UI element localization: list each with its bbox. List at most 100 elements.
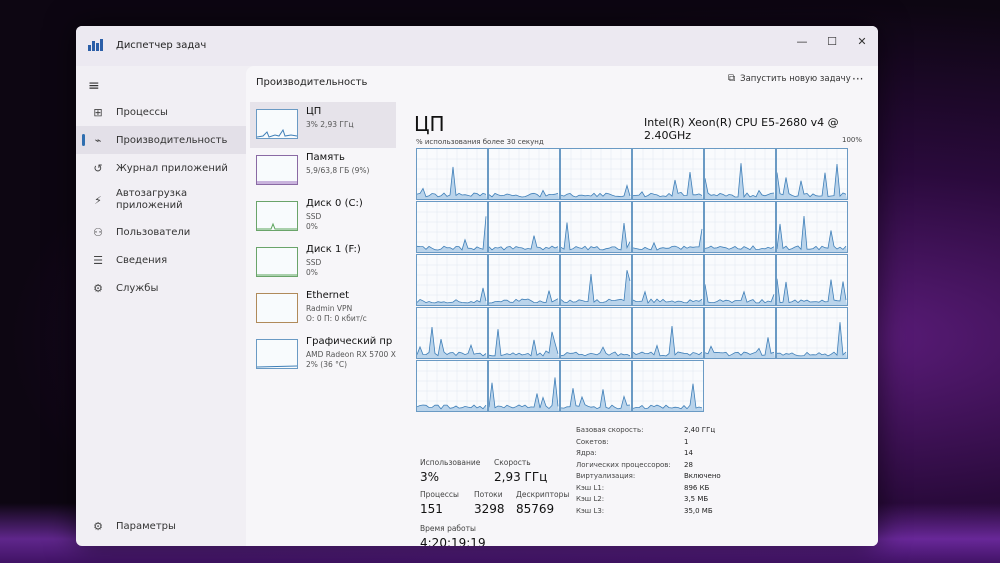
sidebar-item-label: Производительность xyxy=(116,134,228,146)
device-sub: 5,9/63,8 ГБ (9%) xyxy=(306,166,370,175)
property-label: Базовая скорость: xyxy=(576,426,644,434)
device-disk-1[interactable]: Диск 1 (F:) SSD 0% xyxy=(250,240,396,286)
device-name: ЦП xyxy=(306,106,322,117)
task-manager-icon xyxy=(88,39,103,51)
property-value: 3,5 МБ xyxy=(684,495,709,503)
speed-value: 2,93 ГГц xyxy=(494,470,548,484)
device-sub2: 2% (36 °C) xyxy=(306,360,348,369)
device-gpu[interactable]: Графический пр AMD Radeon RX 5700 X 2% (… xyxy=(250,332,396,378)
processes-label: Процессы xyxy=(420,490,459,499)
logical-processor-graph xyxy=(560,254,632,306)
window-title: Диспетчер задач xyxy=(116,40,207,51)
performance-icon: ⌁ xyxy=(94,133,102,147)
app-history-icon: ↺ xyxy=(93,161,103,175)
handles-label: Дескрипторы xyxy=(516,490,570,499)
users-icon: ⚇ xyxy=(93,225,103,239)
uptime-label: Время работы xyxy=(420,524,476,533)
title-bar: Диспетчер задач — ☐ ✕ xyxy=(76,26,878,66)
usage-label: Использование xyxy=(420,458,481,467)
sidebar-item-users[interactable]: ⚇ Пользователи xyxy=(76,218,246,246)
logical-processor-graph xyxy=(416,201,488,253)
device-sub: SSD xyxy=(306,212,322,221)
property-value: 2,40 ГГц xyxy=(684,426,716,434)
speed-label: Скорость xyxy=(494,458,531,467)
sidebar-item-details[interactable]: ☰ Сведения xyxy=(76,246,246,274)
hamburger-menu-icon[interactable]: ≡ xyxy=(88,78,100,94)
cpu-model: Intel(R) Xeon(R) CPU E5-2680 v4 @ 2.40GH… xyxy=(644,116,839,142)
device-list: ЦП 3% 2,93 ГГц Память 5,9/63,8 ГБ (9%) Д… xyxy=(250,102,396,378)
settings-button[interactable]: ⚙ Параметры xyxy=(90,520,176,533)
sidebar-item-label: Службы xyxy=(116,282,159,294)
logical-processor-graph xyxy=(632,201,704,253)
details-icon: ☰ xyxy=(93,253,103,267)
property-value: Включено xyxy=(684,472,721,480)
device-name: Диск 1 (F:) xyxy=(306,244,361,255)
device-sub: AMD Radeon RX 5700 X xyxy=(306,350,396,359)
property-label: Кэш L1: xyxy=(576,483,605,492)
logical-processor-graph xyxy=(704,307,776,359)
logical-processor-graph xyxy=(632,254,704,306)
device-sub: Radmin VPN xyxy=(306,304,353,313)
device-memory[interactable]: Память 5,9/63,8 ГБ (9%) xyxy=(250,148,396,194)
property-label: Кэш L3: xyxy=(576,506,605,515)
property-label: Логических процессоров: xyxy=(576,460,671,469)
logical-processor-graph xyxy=(416,254,488,306)
logical-processor-graph xyxy=(776,148,848,200)
graph-caption: % использования более 30 секунд xyxy=(416,138,544,146)
threads-value: 3298 xyxy=(474,502,505,516)
startup-icon: ⚡ xyxy=(94,193,102,207)
memory-thumbnail-graph xyxy=(256,155,298,185)
logical-processor-graph xyxy=(632,148,704,200)
sidebar-item-startup[interactable]: ⚡ Автозагрузка приложений xyxy=(76,182,246,218)
gpu-thumbnail-graph xyxy=(256,339,298,369)
logical-processor-graph xyxy=(704,201,776,253)
main-panel: Производительность ⧉ Запустить новую зад… xyxy=(246,66,878,546)
logical-processor-graph xyxy=(416,148,488,200)
sidebar-item-label: Сведения xyxy=(116,254,168,266)
sidebar-item-app-history[interactable]: ↺ Журнал приложений xyxy=(76,154,246,182)
processes-icon: ⊞ xyxy=(93,105,103,119)
device-disk-0[interactable]: Диск 0 (C:) SSD 0% xyxy=(250,194,396,240)
minimize-button[interactable]: — xyxy=(796,35,808,48)
more-options-icon[interactable]: ··· xyxy=(852,72,864,86)
logical-processor-graph xyxy=(704,148,776,200)
close-button[interactable]: ✕ xyxy=(857,35,867,48)
property-label: Ядра: xyxy=(576,449,597,457)
cpu-title: ЦП xyxy=(414,112,445,136)
property-value: 896 КБ xyxy=(684,483,710,492)
settings-label: Параметры xyxy=(116,521,176,532)
device-ethernet[interactable]: Ethernet Radmin VPN О: 0 П: 0 кбит/с xyxy=(250,286,396,332)
device-name: Диск 0 (C:) xyxy=(306,198,363,209)
disk0-thumbnail-graph xyxy=(256,201,298,231)
property-value: 1 xyxy=(684,437,689,446)
run-new-task-button[interactable]: ⧉ Запустить новую задачу xyxy=(728,73,851,84)
device-sub2: 0% xyxy=(306,222,318,231)
run-task-icon: ⧉ xyxy=(728,73,736,84)
property-value: 35,0 МБ xyxy=(684,506,713,515)
device-cpu[interactable]: ЦП 3% 2,93 ГГц xyxy=(250,102,396,148)
disk1-thumbnail-graph xyxy=(256,247,298,277)
handles-value: 85769 xyxy=(516,502,555,516)
sidebar-item-services[interactable]: ⚙ Службы xyxy=(76,274,246,302)
device-sub2: 0% xyxy=(306,268,318,277)
logical-processor-graph xyxy=(632,307,704,359)
logical-processor-graph xyxy=(776,201,848,253)
logical-processor-graph xyxy=(488,307,560,359)
device-name: Графический пр xyxy=(306,336,393,347)
logical-processor-graph xyxy=(560,201,632,253)
processes-value: 151 xyxy=(420,502,443,516)
services-icon: ⚙ xyxy=(93,281,103,295)
logical-processor-graph xyxy=(560,307,632,359)
sidebar-item-label: Журнал приложений xyxy=(116,162,228,174)
property-label: Виртуализация: xyxy=(576,472,636,480)
logical-processor-graph xyxy=(704,254,776,306)
device-sub2: О: 0 П: 0 кбит/с xyxy=(306,314,367,323)
main-header: Производительность ⧉ Запустить новую зад… xyxy=(246,66,878,100)
run-new-task-label: Запустить новую задачу xyxy=(740,73,851,84)
sidebar-item-processes[interactable]: ⊞ Процессы xyxy=(76,98,246,126)
sidebar-item-performance[interactable]: ⌁ Производительность xyxy=(76,126,246,154)
maximize-button[interactable]: ☐ xyxy=(827,35,837,48)
device-name: Ethernet xyxy=(306,290,350,301)
device-sub: SSD xyxy=(306,258,322,267)
property-value: 14 xyxy=(684,449,693,457)
